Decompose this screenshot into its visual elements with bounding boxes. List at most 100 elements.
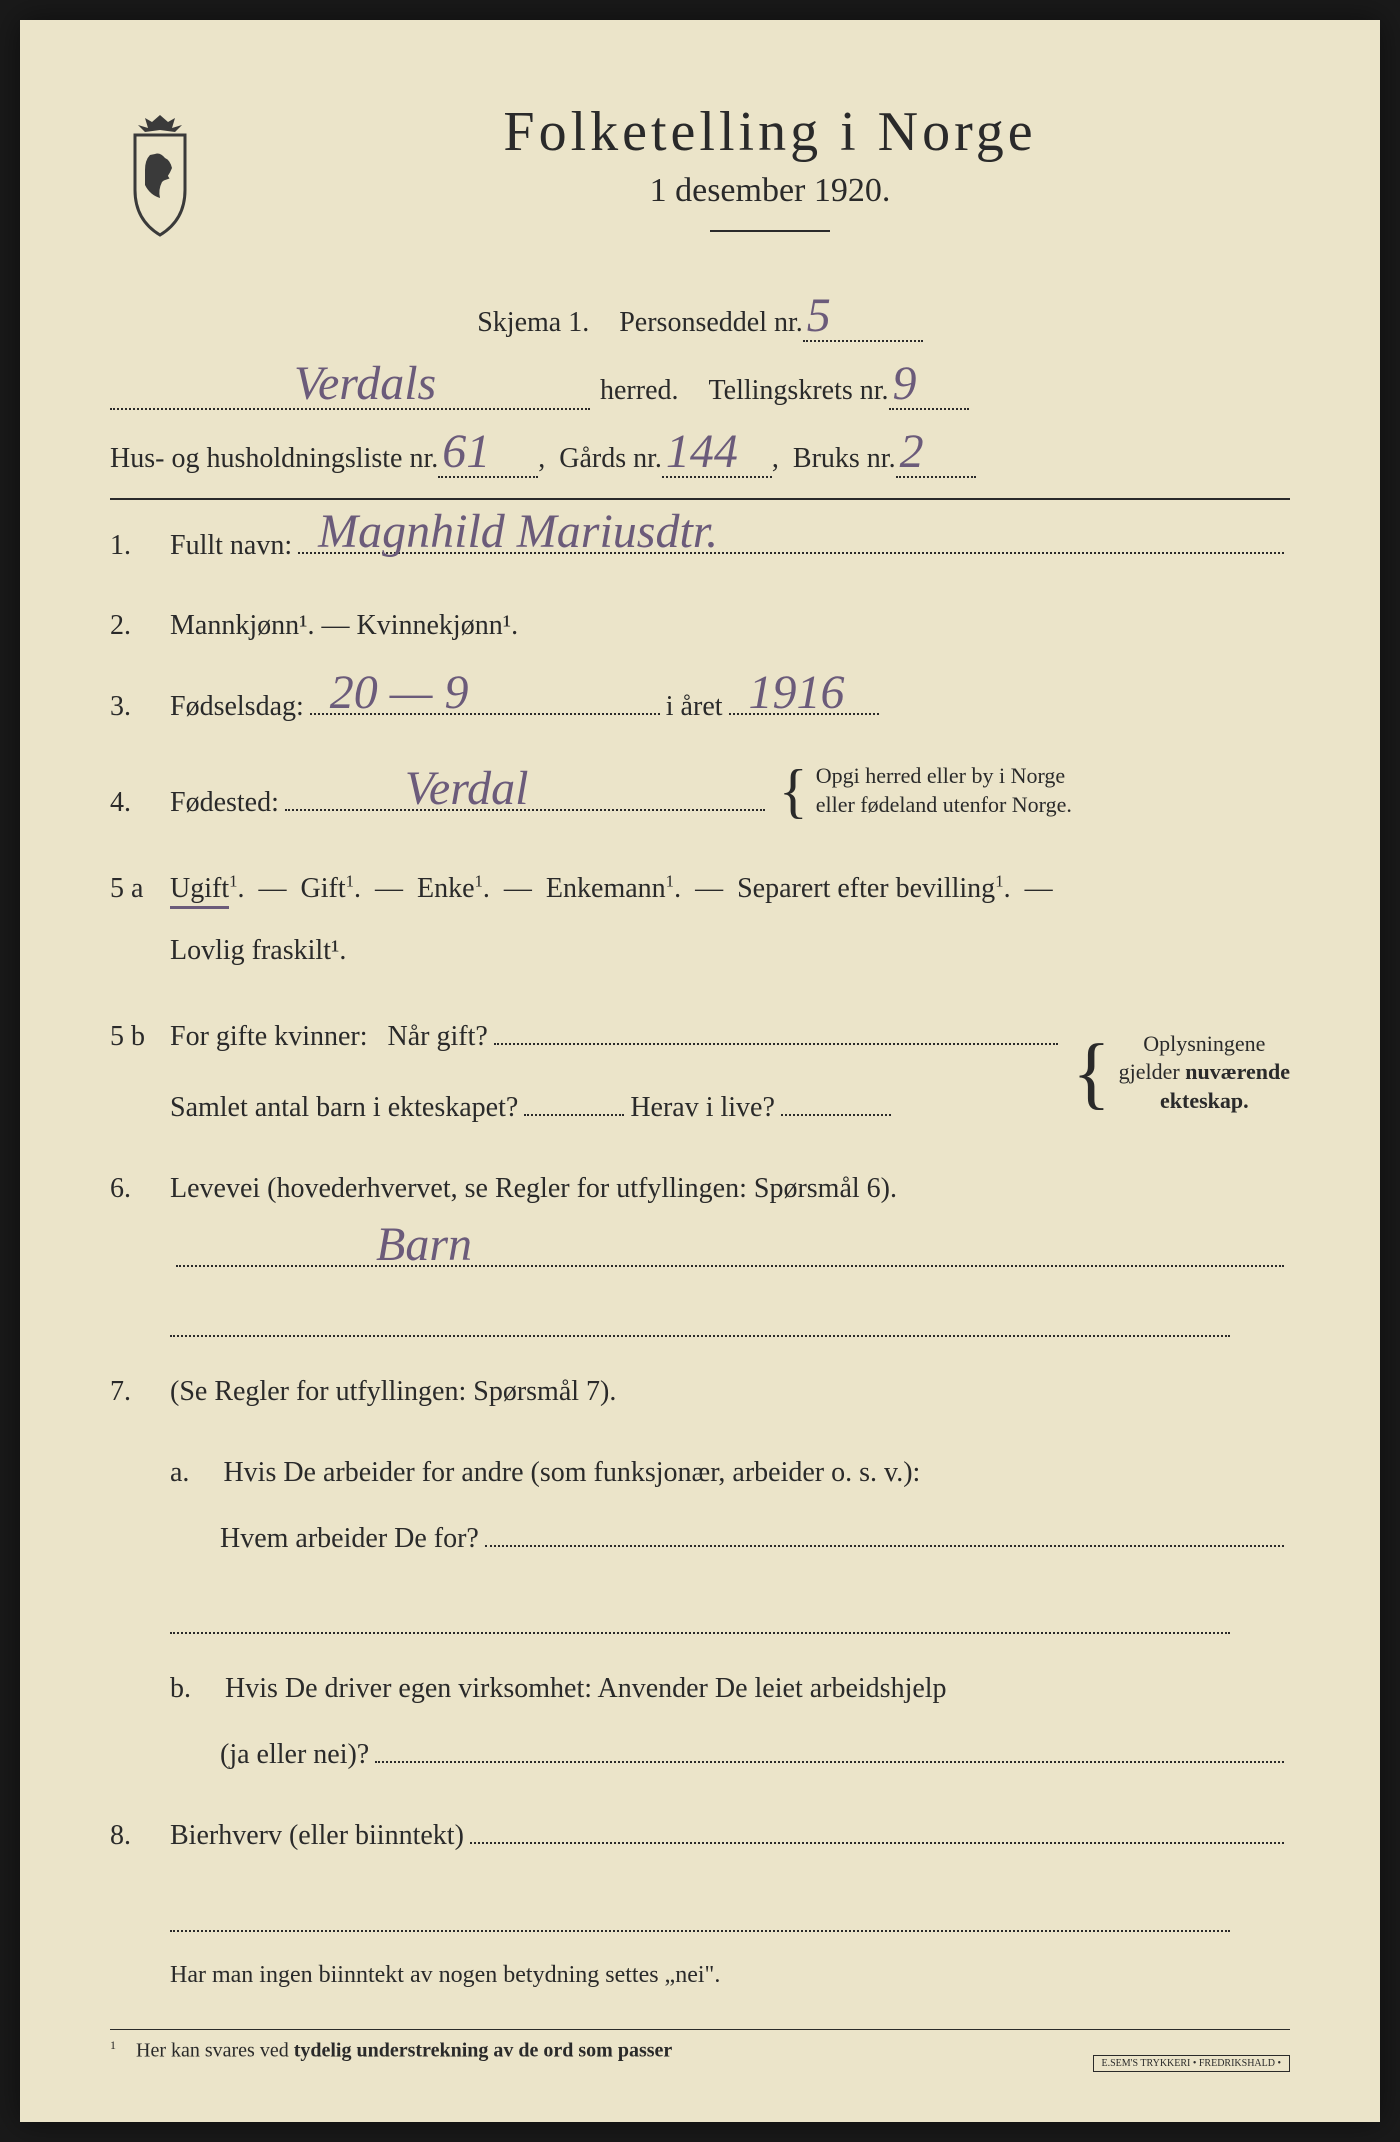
q4-value: Verdal (405, 765, 529, 813)
section-divider (110, 498, 1290, 500)
form-line-herred: Verdals herred. Tellingskrets nr. 9 (110, 360, 1290, 410)
q4-side-note: { Opgi herred eller by i Norge eller fød… (771, 762, 1072, 819)
q7-label: (Se Regler for utfyllingen: Spørsmål 7). (170, 1376, 616, 1407)
q3-year-value: 1916 (749, 669, 845, 717)
q3-year-label: i året (666, 682, 723, 732)
blank-line-3 (170, 1892, 1230, 1932)
q4-note-1: Opgi herred eller by i Norge (816, 762, 1072, 791)
brace-icon: { (779, 767, 808, 815)
q5a-options-2: Lovlig fraskilt¹. (170, 935, 346, 966)
tellingskrets-label: Tellingskrets nr. (709, 375, 889, 407)
blank-line-2 (170, 1594, 1230, 1634)
q5a-options: Ugift1. — Gift1. — Enke1. — Enkemann1. —… (170, 873, 1053, 904)
q5b-barn-label: Samlet antal barn i ekteskapet? (170, 1083, 518, 1133)
form-line-hus: Hus- og husholdningsliste nr. 61 , Gårds… (110, 428, 1290, 478)
q3-label: Fødselsdag: (170, 682, 304, 732)
q7a-text1: Hvis De arbeider for andre (som funksjon… (223, 1457, 920, 1488)
question-2: 2. Mannkjønn¹. — Kvinnekjønn¹. (110, 601, 1290, 651)
question-3: 3. Fødselsdag: 20 — 9 i året 1916 (110, 681, 1290, 732)
question-7b: b. Hvis De driver egen virksomhet: Anven… (170, 1664, 1290, 1780)
gards-value: 144 (666, 428, 738, 476)
q7b-letter: b. (170, 1673, 191, 1704)
q5b-label: For gifte kvinner: (170, 1012, 368, 1062)
q5b-note-1: Oplysningene (1119, 1030, 1290, 1059)
hus-label: Hus- og husholdningsliste nr. (110, 443, 438, 475)
q7-num: 7. (110, 1367, 170, 1417)
question-5b: 5 b For gifte kvinner: Når gift? Samlet … (110, 1012, 1290, 1134)
tellingskrets-value: 9 (893, 360, 917, 408)
q6-value: Barn (376, 1221, 472, 1269)
q3-year-field: 1916 (729, 681, 879, 715)
q4-note-2: eller fødeland utenfor Norge. (816, 791, 1072, 820)
footnote-num: 1 (110, 2038, 116, 2052)
q8-num: 8. (110, 1811, 170, 1861)
q5b-note-2: gjelder nuværende (1119, 1058, 1290, 1087)
hus-field: 61 (438, 428, 538, 478)
q1-label: Fullt navn: (170, 521, 292, 571)
question-4: 4. Fødested: Verdal { Opgi herred eller … (110, 762, 1290, 828)
printer-mark: E.SEM'S TRYKKERI • FREDRIKSHALD • (1093, 2055, 1290, 2072)
herred-field: Verdals (110, 360, 590, 410)
bruks-value: 2 (900, 428, 924, 476)
norway-coat-of-arms-icon (110, 110, 210, 240)
q3-num: 3. (110, 682, 170, 732)
bruks-field: 2 (896, 428, 976, 478)
q7a-field (485, 1513, 1284, 1547)
question-1: 1. Fullt navn: Magnhild Mariusdtr. (110, 520, 1290, 571)
q1-num: 1. (110, 521, 170, 571)
q1-value: Magnhild Mariusdtr. (318, 508, 718, 556)
q5b-gift-field (494, 1012, 1058, 1046)
q7a-text2: Hvem arbeider De for? (220, 1514, 479, 1564)
personseddel-field: 5 (803, 292, 923, 342)
q1-field: Magnhild Mariusdtr. (298, 520, 1284, 554)
q2-label: Mannkjønn¹. — Kvinnekjønn¹. (170, 610, 518, 641)
bruks-label: Bruks nr. (793, 443, 896, 475)
question-8: 8. Bierhverv (eller biinntekt) (110, 1811, 1290, 1862)
q5b-side-note: { Oplysningene gjelder nuværende ekteska… (1064, 1030, 1290, 1116)
q4-num: 4. (110, 778, 170, 828)
brace-icon: { (1072, 1041, 1110, 1105)
question-7a: a. Hvis De arbeider for andre (som funks… (170, 1448, 1290, 1564)
q6-label: Levevei (hovederhvervet, se Regler for u… (170, 1173, 897, 1204)
subtitle: 1 desember 1920. (250, 172, 1290, 210)
q5b-live-label: Herav i live? (630, 1083, 775, 1133)
q7b-text1: Hvis De driver egen virksomhet: Anvender… (225, 1673, 947, 1704)
herred-value: Verdals (294, 360, 436, 408)
gards-label: Gårds nr. (559, 443, 662, 475)
q5b-live-field (781, 1083, 891, 1117)
main-title: Folketelling i Norge (250, 100, 1290, 164)
q5b-num: 5 b (110, 1012, 170, 1062)
q4-field: Verdal (285, 777, 765, 811)
q5a-num: 5 a (110, 864, 170, 914)
q8-label: Bierhverv (eller biinntekt) (170, 1811, 464, 1861)
footnote-text: Her kan svares ved tydelig understreknin… (136, 2039, 672, 2061)
q4-label: Fødested: (170, 778, 279, 828)
q5b-barn-field (524, 1083, 624, 1117)
personseddel-value: 5 (807, 292, 831, 340)
gards-field: 144 (662, 428, 772, 478)
question-6: 6. Levevei (hovederhvervet, se Regler fo… (110, 1164, 1290, 1268)
question-5a: 5 a Ugift1. — Gift1. — Enke1. — Enkemann… (110, 858, 1290, 981)
personseddel-label: Personseddel nr. (619, 307, 803, 339)
q7b-field (375, 1730, 1284, 1764)
title-section: Folketelling i Norge 1 desember 1920. (250, 100, 1290, 262)
herred-label: herred. (600, 375, 679, 407)
q7b-text2: (ja eller nei)? (220, 1730, 369, 1780)
q5b-note-3: ekteskap. (1119, 1087, 1290, 1116)
form-line-skjema: Skjema 1. Personseddel nr. 5 (110, 292, 1290, 342)
footer-note: Har man ingen biinntekt av nogen betydni… (110, 1962, 1290, 1989)
q8-field (470, 1811, 1284, 1845)
q5b-gift-label: Når gift? (388, 1012, 488, 1062)
title-divider (710, 230, 830, 232)
q6-num: 6. (110, 1164, 170, 1214)
q7a-letter: a. (170, 1457, 189, 1488)
q3-date-field: 20 — 9 (310, 681, 660, 715)
q6-field: Barn (176, 1234, 1284, 1268)
tellingskrets-field: 9 (889, 360, 969, 410)
q3-value: 20 — 9 (330, 669, 469, 717)
header-section: Folketelling i Norge 1 desember 1920. (110, 100, 1290, 262)
question-7: 7. (Se Regler for utfyllingen: Spørsmål … (110, 1367, 1290, 1417)
q2-num: 2. (110, 601, 170, 651)
hus-value: 61 (442, 428, 490, 476)
skjema-label: Skjema 1. (477, 307, 589, 339)
